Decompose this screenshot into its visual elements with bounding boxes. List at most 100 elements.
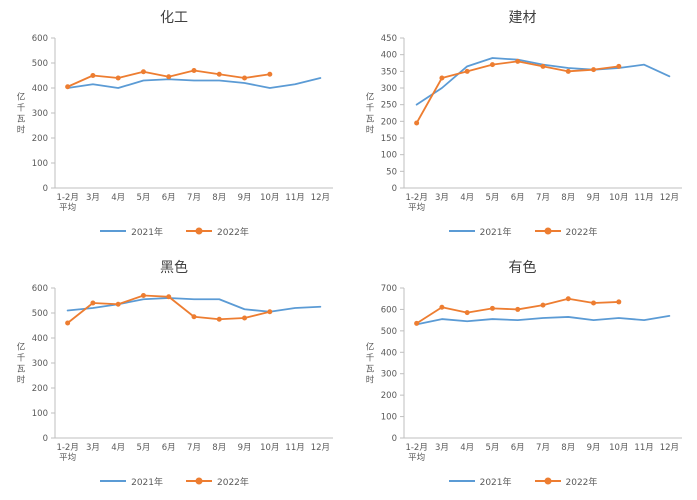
- svg-text:0: 0: [391, 184, 396, 194]
- svg-text:3月: 3月: [86, 443, 100, 453]
- chart-legend: 2021年 2022年: [99, 220, 249, 242]
- svg-text:600: 600: [380, 305, 396, 315]
- svg-text:瓦: 瓦: [17, 365, 26, 375]
- legend-line-2021-icon: [100, 230, 127, 232]
- svg-text:亿: 亿: [365, 92, 374, 103]
- svg-text:12月: 12月: [659, 443, 678, 453]
- legend-item-2021: 2021年: [99, 225, 163, 238]
- svg-text:50: 50: [386, 167, 397, 177]
- svg-text:600: 600: [32, 284, 48, 294]
- legend-label-2022: 2022年: [217, 227, 249, 238]
- svg-text:瓦: 瓦: [365, 115, 374, 125]
- legend-label-2022: 2022年: [565, 477, 598, 488]
- svg-text:6月: 6月: [162, 443, 176, 453]
- legend-label-2021: 2021年: [131, 227, 163, 238]
- svg-text:12月: 12月: [311, 193, 330, 203]
- svg-text:千: 千: [17, 353, 26, 364]
- svg-text:6月: 6月: [510, 443, 524, 453]
- legend-line-2022-icon: [534, 477, 561, 485]
- legend-item-2022: 2022年: [534, 225, 598, 238]
- svg-text:0: 0: [43, 434, 48, 444]
- legend-label-2021: 2021年: [131, 477, 163, 488]
- svg-text:时: 时: [365, 375, 374, 386]
- svg-text:平均: 平均: [408, 452, 425, 463]
- svg-text:瓦: 瓦: [365, 365, 374, 375]
- svg-text:300: 300: [32, 359, 48, 369]
- svg-text:200: 200: [380, 391, 396, 401]
- legend-label-2021: 2021年: [479, 227, 512, 238]
- chart-title-huagong: 化工: [160, 10, 188, 26]
- svg-text:4月: 4月: [460, 193, 474, 203]
- svg-text:平均: 平均: [408, 202, 425, 213]
- legend-item-2021: 2021年: [448, 475, 512, 488]
- svg-text:300: 300: [380, 84, 396, 94]
- svg-text:350: 350: [380, 67, 396, 77]
- svg-text:300: 300: [32, 109, 48, 119]
- svg-text:450: 450: [380, 34, 396, 44]
- svg-text:9月: 9月: [586, 193, 600, 203]
- svg-text:400: 400: [32, 84, 48, 94]
- svg-text:12月: 12月: [659, 193, 678, 203]
- svg-text:千: 千: [17, 103, 26, 114]
- svg-text:1-2月: 1-2月: [56, 443, 78, 453]
- svg-text:0: 0: [43, 184, 48, 194]
- svg-text:11月: 11月: [285, 443, 304, 453]
- svg-text:平均: 平均: [59, 202, 76, 213]
- svg-text:时: 时: [17, 125, 26, 136]
- legend-line-2022-icon: [186, 477, 212, 485]
- svg-text:时: 时: [365, 125, 374, 136]
- legend-item-2021: 2021年: [448, 225, 512, 238]
- legend-label-2021: 2021年: [479, 477, 512, 488]
- svg-text:500: 500: [32, 59, 48, 69]
- svg-text:0: 0: [391, 434, 396, 444]
- legend-item-2022: 2022年: [534, 475, 598, 488]
- legend-label-2022: 2022年: [217, 477, 249, 488]
- svg-text:平均: 平均: [59, 452, 76, 463]
- svg-text:8月: 8月: [561, 443, 575, 453]
- legend-line-2021-icon: [100, 480, 127, 482]
- legend-item-2022: 2022年: [185, 225, 249, 238]
- svg-text:1-2月: 1-2月: [405, 443, 427, 453]
- svg-text:8月: 8月: [212, 193, 226, 203]
- svg-text:11月: 11月: [634, 443, 653, 453]
- svg-text:700: 700: [380, 284, 396, 294]
- svg-text:5月: 5月: [485, 193, 499, 203]
- chart-legend: 2021年 2022年: [99, 470, 249, 492]
- svg-text:10月: 10月: [260, 443, 279, 453]
- svg-text:11月: 11月: [285, 193, 304, 203]
- svg-text:12月: 12月: [311, 443, 330, 453]
- legend-item-2022: 2022年: [185, 475, 249, 488]
- legend-label-2022: 2022年: [565, 227, 598, 238]
- svg-text:7月: 7月: [536, 193, 550, 203]
- svg-text:瓦: 瓦: [17, 115, 26, 125]
- svg-text:100: 100: [32, 409, 48, 419]
- svg-text:9月: 9月: [238, 443, 252, 453]
- svg-text:11月: 11月: [634, 193, 653, 203]
- chart-title-heise: 黑色: [160, 260, 188, 276]
- svg-text:10月: 10月: [260, 193, 279, 203]
- svg-text:9月: 9月: [586, 443, 600, 453]
- svg-text:5月: 5月: [136, 193, 150, 203]
- svg-text:时: 时: [17, 375, 26, 386]
- svg-text:10月: 10月: [609, 443, 628, 453]
- svg-text:150: 150: [380, 134, 396, 144]
- svg-text:10月: 10月: [609, 193, 628, 203]
- svg-text:500: 500: [380, 327, 396, 337]
- svg-text:3月: 3月: [434, 443, 448, 453]
- svg-text:1-2月: 1-2月: [405, 193, 427, 203]
- svg-text:1-2月: 1-2月: [56, 193, 78, 203]
- chart-legend: 2021年 2022年: [448, 470, 598, 492]
- svg-text:千: 千: [365, 353, 374, 364]
- chart-title-jiancai: 建材: [508, 10, 537, 26]
- svg-text:7月: 7月: [187, 193, 201, 203]
- svg-text:亿: 亿: [17, 342, 26, 353]
- legend-line-2021-icon: [448, 230, 475, 232]
- svg-text:400: 400: [380, 348, 396, 358]
- svg-text:4月: 4月: [460, 443, 474, 453]
- svg-text:9月: 9月: [238, 193, 252, 203]
- svg-text:500: 500: [32, 309, 48, 319]
- svg-text:千: 千: [365, 103, 374, 114]
